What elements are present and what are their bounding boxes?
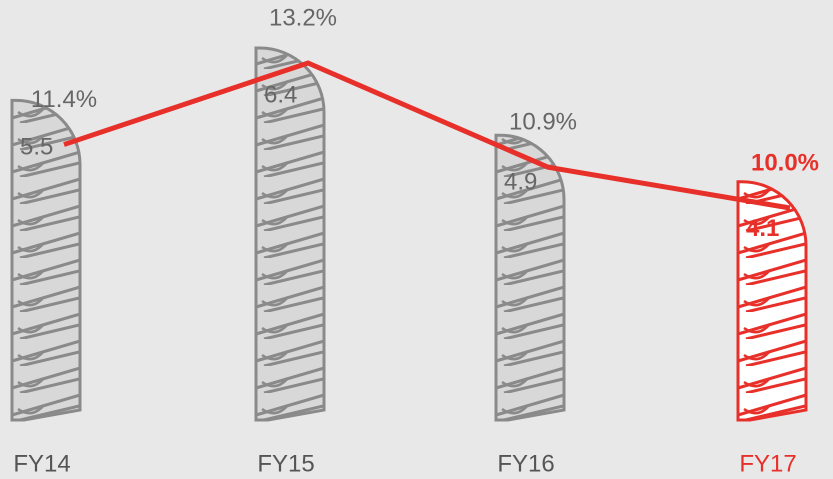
bar-value-label: 5.5 bbox=[20, 134, 53, 161]
bar bbox=[494, 133, 566, 422]
bar-value-label: 4.1 bbox=[746, 215, 779, 242]
bar bbox=[10, 98, 82, 422]
bar-value-label: 4.9 bbox=[504, 169, 537, 196]
bar bbox=[254, 46, 326, 422]
line-value-label: 10.0% bbox=[751, 149, 819, 176]
bar-value-label: 6.4 bbox=[264, 81, 297, 108]
x-tick-label: FY15 bbox=[257, 450, 314, 477]
line bbox=[63, 60, 791, 211]
x-tick-label: FY16 bbox=[497, 450, 554, 477]
line-value-label: 10.9% bbox=[509, 109, 577, 136]
x-tick-label: FY17 bbox=[739, 450, 796, 477]
bar bbox=[736, 180, 808, 422]
line-value-label: 13.2% bbox=[269, 4, 337, 31]
line-value-label: 11.4% bbox=[31, 86, 97, 113]
x-tick-label: FY14 bbox=[13, 450, 70, 477]
